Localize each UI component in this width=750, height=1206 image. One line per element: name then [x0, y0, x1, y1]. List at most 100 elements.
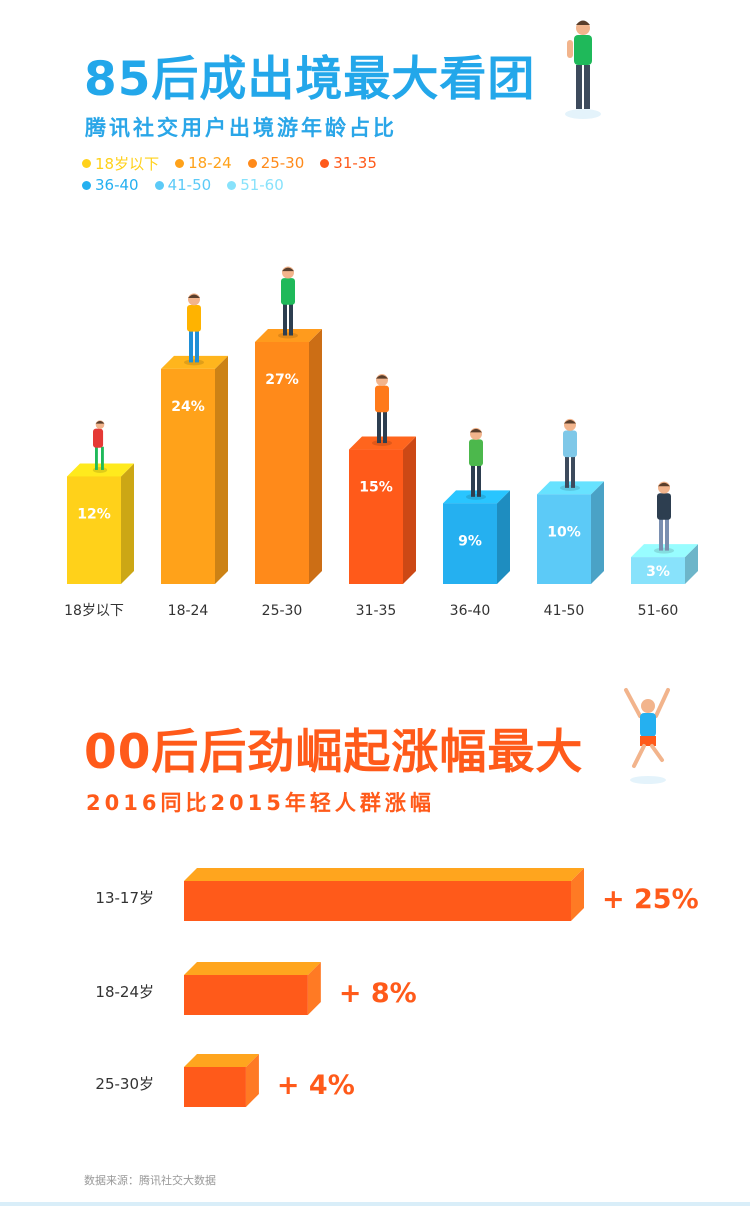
person-body	[93, 428, 104, 448]
person-hair	[188, 294, 200, 298]
growth-bar-top	[184, 962, 321, 975]
person-leg	[377, 410, 381, 444]
growth-category-label: 25-30岁	[95, 1075, 154, 1093]
legend-dot-icon	[82, 158, 91, 168]
category-label: 25-30	[262, 603, 303, 619]
category-label: 36-40	[450, 603, 491, 619]
bar-top	[631, 544, 698, 558]
growth-bar-side	[307, 962, 321, 1015]
person-shadow	[278, 332, 298, 339]
legend-label: 31-35	[333, 154, 377, 172]
bar	[67, 476, 121, 584]
category-label: 31-35	[356, 603, 397, 619]
legend-label: 18-24	[188, 154, 232, 172]
bar-group: 9% 36-40	[443, 427, 510, 619]
category-label: 18岁以下	[64, 603, 124, 619]
growth-bar-group: 13-17岁 + 25%	[95, 868, 699, 921]
person-body	[375, 385, 389, 413]
person-hair	[658, 482, 670, 487]
person-hair	[95, 421, 105, 424]
bar	[161, 368, 215, 584]
bar-top	[443, 490, 510, 504]
legend-item: 51-60	[227, 176, 284, 194]
legend-label: 36-40	[95, 176, 139, 194]
person-shadow	[92, 466, 108, 473]
legend-dot-icon	[175, 158, 185, 168]
legend-dot-icon	[154, 180, 164, 190]
growth-value-label: + 25%	[602, 884, 699, 915]
growth-bar	[184, 881, 571, 921]
person-leg	[383, 410, 387, 444]
legend-label: 25-30	[260, 154, 305, 172]
growth-category-label: 18-24岁	[95, 983, 154, 1001]
person-icon	[184, 293, 204, 366]
bar-value-label: 3%	[646, 564, 670, 580]
growth-bar-top	[184, 868, 584, 881]
person-icon	[372, 374, 392, 447]
person-leg	[195, 330, 199, 363]
bar	[349, 449, 403, 584]
bottom-divider	[0, 1202, 750, 1206]
growth-bar-group: 25-30岁 + 4%	[95, 1054, 355, 1107]
person-leg	[571, 455, 575, 488]
growth-bar-side	[571, 868, 584, 921]
bar-top	[67, 463, 134, 477]
legend-dot-icon	[227, 180, 237, 190]
bar-side	[591, 481, 604, 584]
person-leg	[565, 455, 569, 488]
bar-value-label: 15%	[359, 480, 393, 496]
person-hair	[564, 419, 576, 424]
bar-value-label: 27%	[265, 372, 299, 388]
person-shadow	[654, 547, 674, 554]
growth-bar	[184, 975, 308, 1015]
bar	[537, 494, 591, 584]
person-hair	[470, 428, 482, 433]
person-shadow	[466, 493, 486, 500]
legend-label: 41-50	[167, 176, 212, 194]
person-hair	[376, 375, 388, 379]
category-label: 41-50	[544, 603, 585, 619]
bar-top	[255, 329, 322, 342]
legend-item: 25-30	[247, 154, 305, 172]
bar-value-label: 24%	[171, 399, 205, 415]
bar-side	[497, 490, 510, 584]
legend-item: 36-40	[82, 176, 139, 194]
bar-side	[121, 463, 134, 584]
bar-group: 15% 31-35	[349, 374, 416, 619]
legend-item: 18-24	[175, 154, 232, 172]
person-standing-illustration	[565, 20, 601, 119]
bar-value-label: 9%	[458, 533, 482, 549]
person-icon	[466, 427, 486, 500]
growth-bar-chart: 13-17岁 + 25% 18-24岁 + 8% 25-30岁 + 4%	[95, 868, 699, 1107]
person-icon	[560, 418, 580, 491]
legend-dot-icon	[247, 158, 257, 168]
legend-label: 18岁以下	[95, 154, 160, 173]
section1-title: 85后成出境最大看团	[84, 52, 536, 107]
bar-side	[309, 329, 322, 584]
bar-side	[685, 544, 698, 584]
bar-group: 10% 41-50	[537, 418, 604, 619]
data-source-note: 数据来源：腾讯社交大数据	[84, 1174, 216, 1187]
growth-bar-group: 18-24岁 + 8%	[95, 962, 417, 1015]
bar	[255, 342, 309, 584]
bar	[631, 557, 685, 584]
bar-group: 12% 18岁以下	[64, 420, 134, 619]
growth-category-label: 13-17岁	[95, 889, 154, 907]
age-legend: 18岁以下 18-24 25-30 31-35 36-40 41-50 51-60	[82, 152, 412, 196]
bar-group: 24% 18-24	[161, 293, 228, 619]
person-body	[469, 439, 483, 467]
person-leg	[665, 518, 669, 551]
person-shadow	[372, 440, 392, 447]
bar-top	[537, 481, 604, 495]
person-icon	[278, 266, 298, 339]
person-leg	[101, 446, 104, 470]
section1-subtitle: 腾讯社交用户出境游年龄占比	[85, 116, 397, 140]
person-leg	[189, 330, 193, 363]
bar-top	[161, 355, 228, 369]
legend-dot-icon	[82, 180, 91, 190]
person-leg	[95, 446, 98, 470]
legend-row: 36-40 41-50 51-60	[82, 174, 412, 196]
legend-item: 31-35	[320, 154, 377, 172]
section2-subtitle: 2016同比2015年轻人群涨幅	[86, 791, 435, 815]
